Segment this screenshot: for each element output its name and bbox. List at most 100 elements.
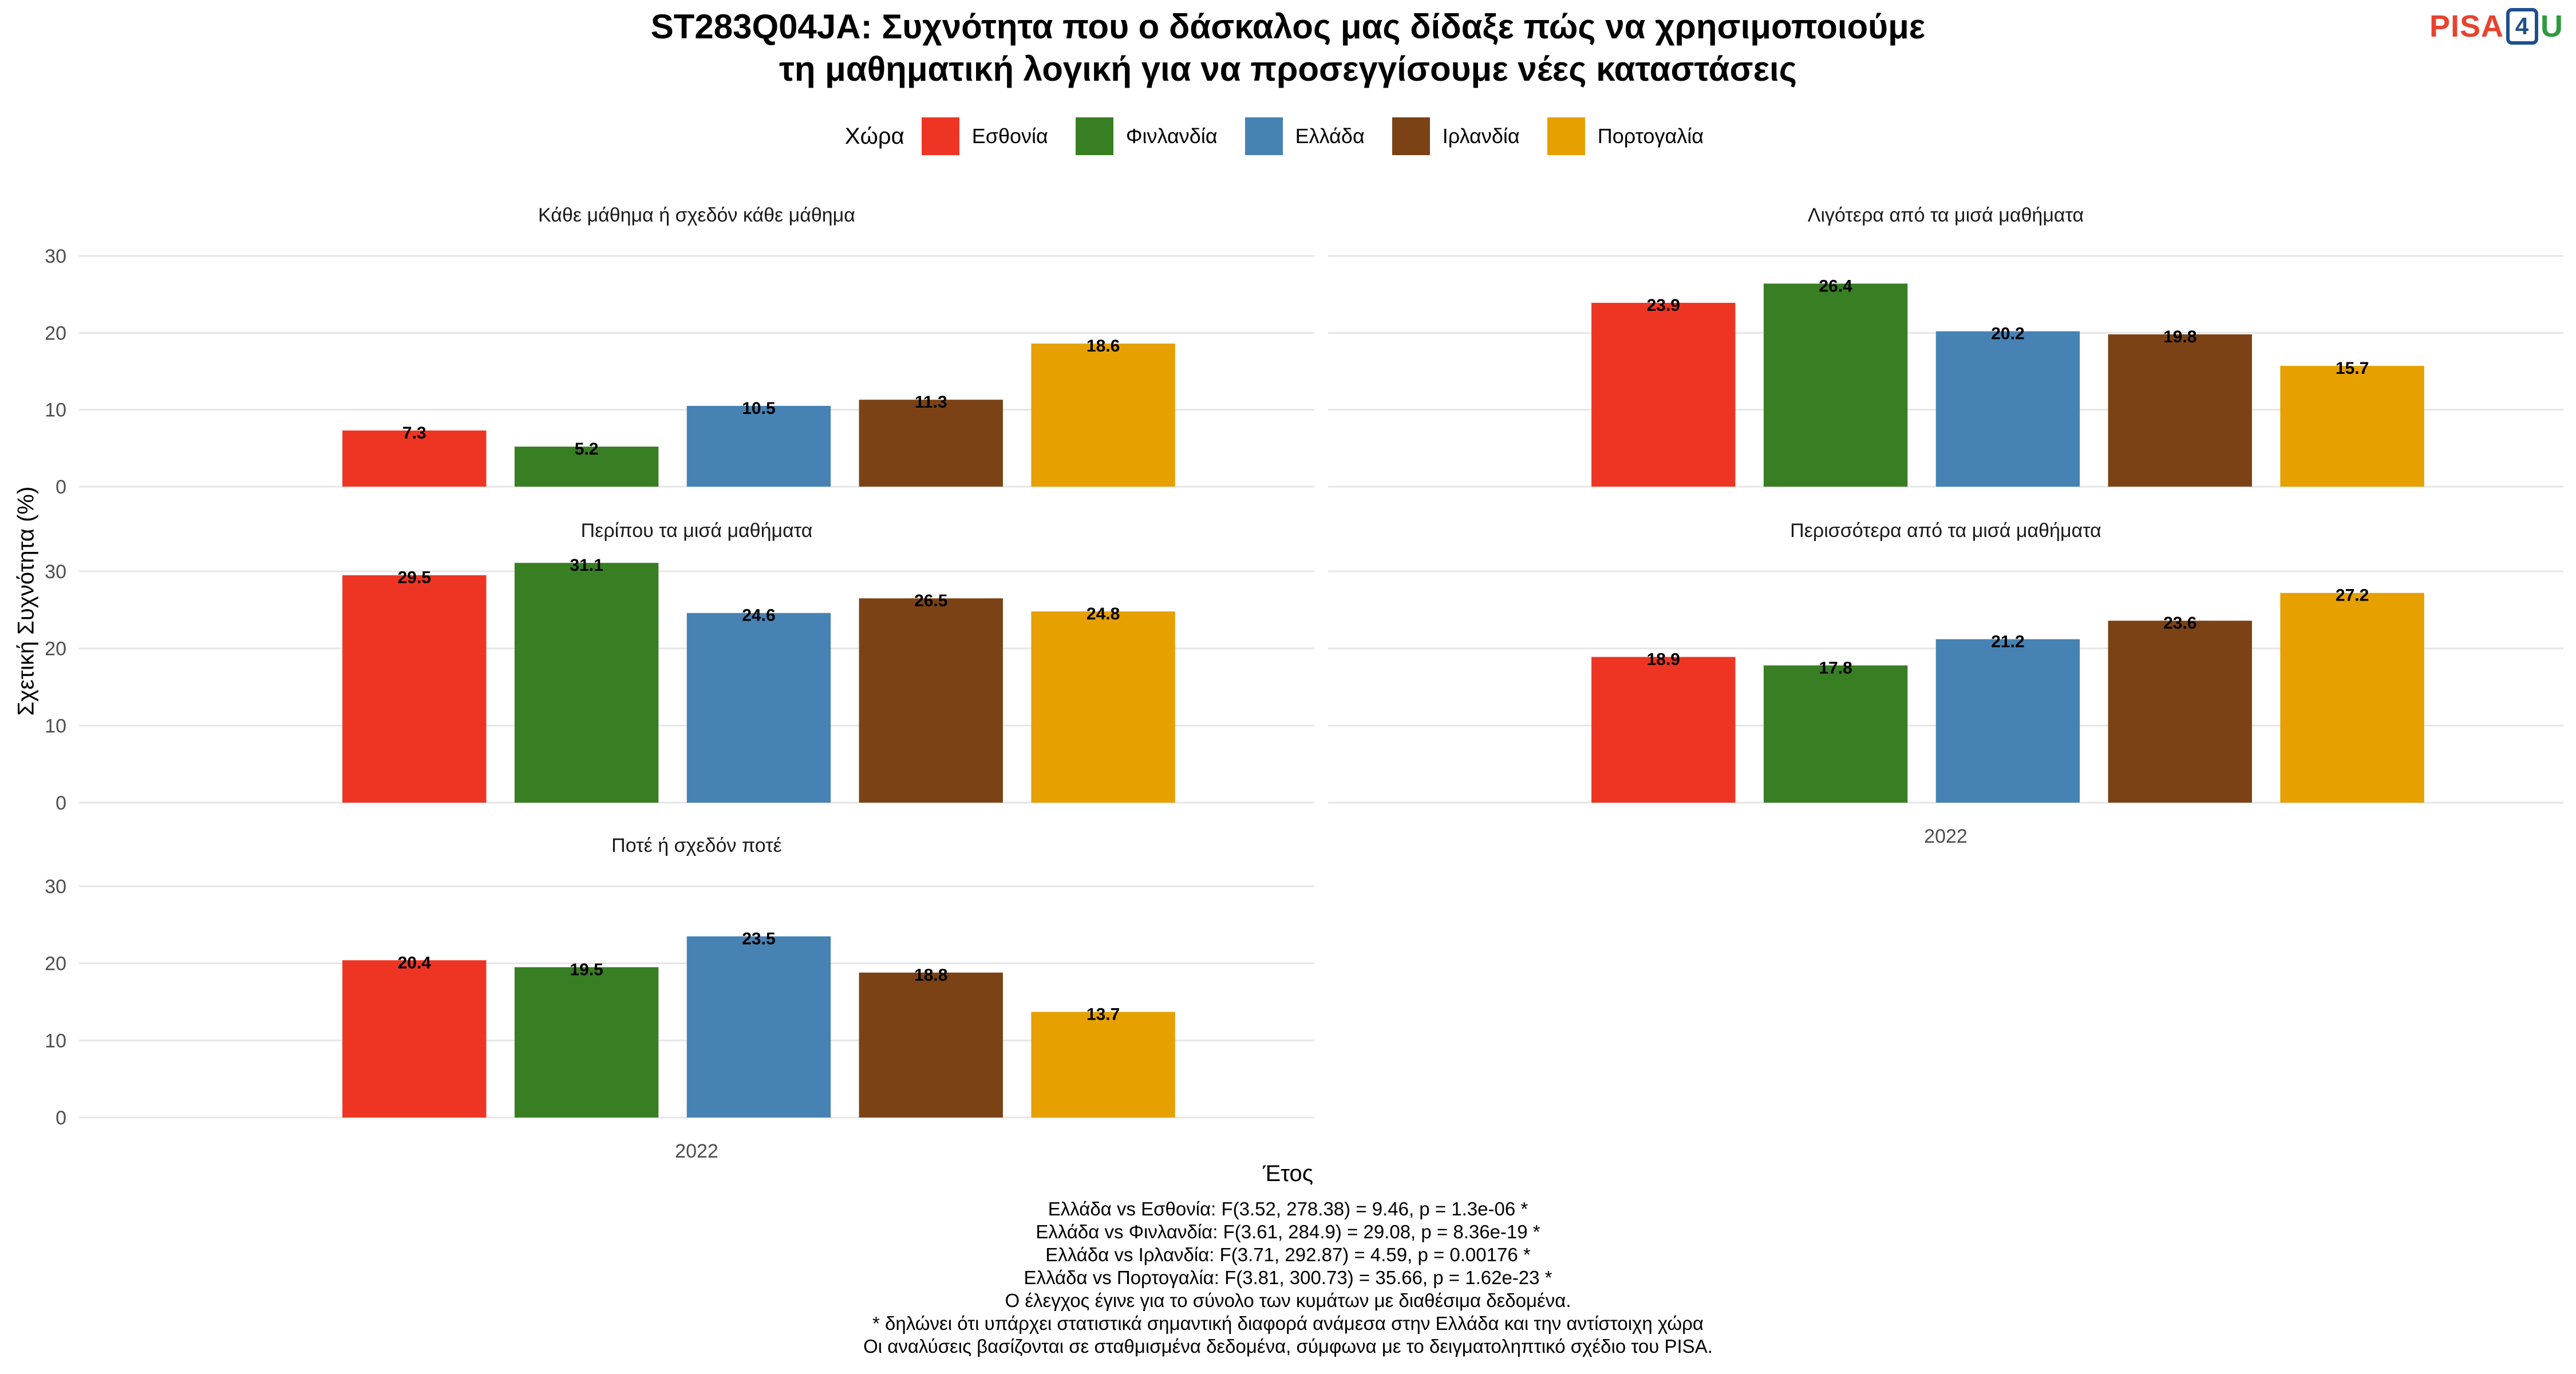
bar: [1031, 1012, 1175, 1118]
y-tick-label: 10: [45, 715, 66, 737]
facet-title: Ποτέ ή σχεδόν ποτέ: [611, 835, 782, 856]
bar-value-label: 13.7: [1086, 1005, 1120, 1024]
bar-value-label: 11.3: [915, 393, 947, 412]
bar-value-label: 18.8: [914, 966, 947, 985]
bar: [1935, 639, 2080, 803]
bar-value-label: 29.5: [398, 568, 431, 587]
facet-panel: 0 10 20 30 Ποτέ ή σχεδόν ποτέ 20.4 19.5 23.5 18.…: [45, 835, 1314, 1162]
legend-label-greece: Ελλάδα: [1295, 124, 1365, 148]
legend-swatch-portugal: [1547, 117, 1585, 155]
bar: [2280, 366, 2424, 487]
legend: Χώρα Εσθονία Φινλανδία Ελλάδα Ιρλανδία Π…: [0, 117, 2576, 155]
note-line: Ο έλεγχος έγινε για το σύνολο των κυμάτω…: [1005, 1290, 1571, 1311]
facet-title: Κάθε μάθημα ή σχεδόν κάθε μάθημα: [538, 204, 855, 226]
bar: [1763, 283, 1908, 487]
chart-title: ST283Q04JA: Συχνότητα που ο δάσκαλος μας…: [0, 6, 2576, 90]
bar: [686, 936, 831, 1118]
facet-title: Περισσότερα από τα μισά μαθήματα: [1790, 520, 2101, 542]
bar-value-label: 23.9: [1647, 296, 1680, 315]
legend-item-finland: Φινλανδία: [1075, 117, 1218, 155]
y-tick-label: 0: [56, 792, 66, 814]
bar: [859, 972, 1003, 1118]
bar: [1591, 302, 1736, 487]
pisa4u-logo: PISA 4 U: [2429, 8, 2563, 45]
y-tick-label: 30: [45, 246, 66, 267]
x-tick-label: 2022: [1924, 826, 1967, 847]
legend-label-finland: Φινλανδία: [1125, 124, 1218, 148]
bar-value-label: 23.6: [2163, 614, 2196, 633]
legend-item-ireland: Ιρλανδία: [1392, 117, 1520, 155]
bar-value-label: 19.5: [570, 960, 603, 979]
bar-value-label: 19.8: [2163, 327, 2196, 346]
bar-value-label: 18.9: [1647, 650, 1680, 669]
bar-value-label: 5.2: [575, 440, 599, 459]
bar-value-label: 26.5: [914, 591, 947, 610]
chart-title-line-2: τη μαθηματική λογική για να προσεγγίσουμ…: [779, 50, 1797, 88]
y-tick-label: 20: [45, 322, 66, 344]
bar: [2280, 593, 2424, 803]
note-line: Ελλάδα vs Φινλανδία: F(3.61, 284.9) = 29…: [1036, 1221, 1540, 1242]
bar-value-label: 18.6: [1086, 337, 1120, 356]
logo-pisa-text: PISA: [2429, 9, 2504, 44]
y-tick-label: 30: [45, 876, 66, 898]
x-tick-label: 2022: [675, 1140, 718, 1162]
bar-value-label: 24.6: [742, 606, 775, 625]
y-tick-label: 0: [56, 476, 66, 498]
legend-label-portugal: Πορτογαλία: [1597, 124, 1704, 148]
bar: [686, 613, 831, 803]
facet-title: Λιγότερα από τα μισά μαθήματα: [1808, 204, 2084, 226]
y-tick-label: 10: [45, 1030, 66, 1052]
y-tick-label: 30: [45, 561, 66, 583]
bar: [2108, 334, 2252, 487]
bar: [1591, 657, 1736, 803]
bar: [514, 447, 659, 487]
note-line: Ελλάδα vs Πορτογαλία: F(3.81, 300.73) = …: [1024, 1267, 1552, 1288]
legend-title: Χώρα: [844, 123, 904, 149]
bar-value-label: 20.2: [1991, 325, 2024, 344]
bar: [342, 575, 487, 803]
bar-value-label: 15.7: [2336, 359, 2369, 378]
y-tick-label: 20: [45, 638, 66, 660]
legend-item-estonia: Εσθονία: [921, 117, 1048, 155]
y-tick-label: 0: [56, 1107, 66, 1129]
bar: [1031, 611, 1175, 803]
bar: [2108, 621, 2252, 803]
legend-swatch-ireland: [1392, 117, 1430, 155]
facet-panel: 0 10 20 30 Περίπου τα μισά μαθήματα 29.5 31.1 2…: [45, 520, 1314, 814]
bar: [514, 563, 659, 803]
bar-value-label: 31.1: [570, 556, 603, 575]
chart-title-line-1: ST283Q04JA: Συχνότητα που ο δάσκαλος μας…: [650, 7, 1926, 46]
y-axis-title: Σχετική Συχνότητα (%): [13, 486, 39, 716]
bar-value-label: 26.4: [1819, 277, 1852, 295]
note-line: Ελλάδα vs Εσθονία: F(3.52, 278.38) = 9.4…: [1048, 1198, 1528, 1219]
bar-value-label: 24.8: [1086, 605, 1120, 623]
legend-label-ireland: Ιρλανδία: [1442, 124, 1520, 148]
legend-item-portugal: Πορτογαλία: [1547, 117, 1704, 155]
logo-u-text: U: [2541, 9, 2563, 44]
legend-item-greece: Ελλάδα: [1244, 117, 1365, 155]
bar: [859, 598, 1003, 803]
y-tick-label: 20: [45, 953, 66, 975]
bar: [859, 400, 1003, 487]
note-line: Οι αναλύσεις βασίζονται σε σταθμισμένα δ…: [863, 1336, 1713, 1357]
bar-value-label: 10.5: [742, 399, 775, 418]
facet-panel: Περισσότερα από τα μισά μαθήματα 18.9 17.8…: [1328, 520, 2563, 847]
bar-value-label: 21.2: [1991, 633, 2024, 652]
note-line: Ελλάδα vs Ιρλανδία: F(3.71, 292.87) = 4.…: [1045, 1244, 1531, 1265]
legend-swatch-estonia: [921, 117, 959, 155]
bar: [1935, 331, 2080, 487]
logo-number-box: 4: [2506, 8, 2538, 45]
bar-value-label: 20.4: [398, 953, 432, 972]
y-tick-label: 10: [45, 400, 66, 421]
x-axis-title: Έτος: [1262, 1161, 1314, 1186]
bar: [1763, 665, 1908, 803]
facet-panel: Λιγότερα από τα μισά μαθήματα 23.9 26.4 20.…: [1328, 204, 2563, 488]
legend-swatch-finland: [1075, 117, 1113, 155]
bar-value-label: 7.3: [402, 424, 426, 443]
bar-value-label: 23.5: [742, 930, 775, 949]
bar-value-label: 27.2: [2336, 586, 2369, 605]
bar: [342, 960, 487, 1118]
bar: [342, 430, 487, 487]
bar: [1031, 344, 1175, 487]
